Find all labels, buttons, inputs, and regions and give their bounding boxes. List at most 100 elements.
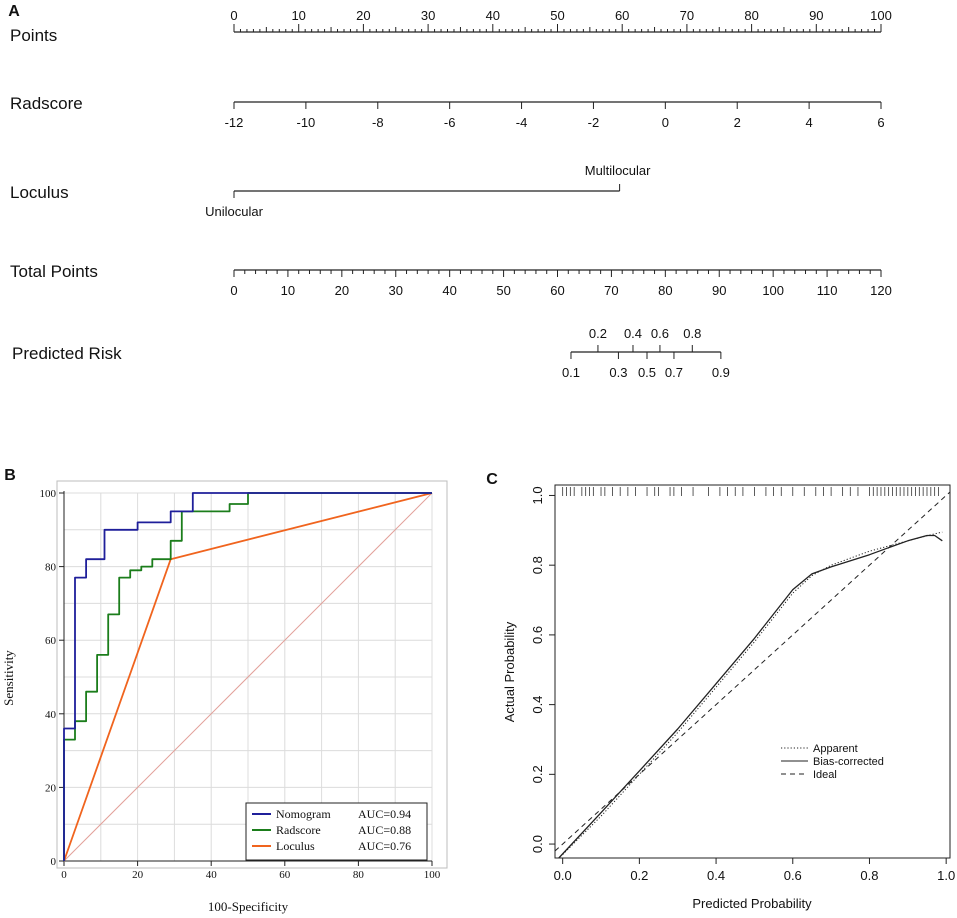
predicted-risk-tick-label: 0.3 bbox=[609, 365, 627, 380]
points-tick-label: 50 bbox=[550, 8, 564, 23]
calibration-y-tick-label: 0.0 bbox=[530, 835, 545, 853]
total-points-tick-label: 100 bbox=[762, 283, 784, 298]
points-tick-label: 40 bbox=[486, 8, 500, 23]
predicted-risk-tick-label: 0.6 bbox=[651, 326, 669, 341]
total-points-tick-label: 70 bbox=[604, 283, 618, 298]
calibration-y-tick-label: 1.0 bbox=[530, 486, 545, 504]
roc-y-tick-label: 100 bbox=[40, 488, 57, 500]
calibration-x-tick-label: 0.2 bbox=[630, 868, 648, 883]
total-points-tick-label: 60 bbox=[550, 283, 564, 298]
roc-x-tick-label: 100 bbox=[424, 869, 441, 881]
radscore-tick-label: 4 bbox=[805, 115, 812, 130]
calibration-y-tick-label: 0.4 bbox=[530, 696, 545, 714]
total-points-tick-label: 120 bbox=[870, 283, 892, 298]
calibration-y-tick-label: 0.2 bbox=[530, 765, 545, 783]
points-tick-label: 60 bbox=[615, 8, 629, 23]
nomogram-row-label-total-points: Total Points bbox=[10, 262, 98, 281]
points-tick-label: 30 bbox=[421, 8, 435, 23]
calibration-x-tick-label: 1.0 bbox=[937, 868, 955, 883]
roc-x-tick-label: 20 bbox=[132, 869, 144, 881]
calibration-curve-bias-corrected bbox=[558, 534, 943, 859]
points-tick-label: 80 bbox=[744, 8, 758, 23]
radscore-tick-label: -2 bbox=[588, 115, 600, 130]
radscore-tick-label: -4 bbox=[516, 115, 528, 130]
radscore-tick-label: -8 bbox=[372, 115, 384, 130]
roc-legend-auc-loculus: AUC=0.76 bbox=[358, 839, 411, 853]
roc-x-tick-label: 40 bbox=[206, 869, 218, 881]
points-tick-label: 0 bbox=[230, 8, 237, 23]
roc-x-axis-label: 100-Specificity bbox=[208, 899, 289, 914]
calibration-x-tick-label: 0.4 bbox=[707, 868, 725, 883]
calibration-legend-label-bias-corrected: Bias-corrected bbox=[813, 756, 884, 768]
points-tick-label: 20 bbox=[356, 8, 370, 23]
points-tick-label: 70 bbox=[680, 8, 694, 23]
total-points-tick-label: 10 bbox=[281, 283, 295, 298]
calibration-legend-label-ideal: Ideal bbox=[813, 769, 837, 781]
calibration-curve-apparent bbox=[562, 531, 943, 855]
roc-curve-nomogram bbox=[63, 492, 432, 861]
total-points-tick-label: 90 bbox=[712, 283, 726, 298]
roc-legend-auc-radscore: AUC=0.88 bbox=[358, 823, 411, 837]
roc-legend-name-nomogram: Nomogram bbox=[276, 807, 331, 821]
predicted-risk-tick-label: 0.1 bbox=[562, 365, 580, 380]
panel-label-b: B bbox=[4, 467, 16, 484]
roc-y-tick-label: 0 bbox=[51, 856, 57, 868]
predicted-risk-tick-label: 0.9 bbox=[712, 365, 730, 380]
nomogram-row-label-points: Points bbox=[10, 26, 57, 45]
nomogram-row-label-predicted-risk: Predicted Risk bbox=[12, 344, 122, 363]
total-points-tick-label: 110 bbox=[817, 283, 838, 298]
radscore-tick-label: 0 bbox=[662, 115, 669, 130]
radscore-tick-label: -6 bbox=[444, 115, 456, 130]
radscore-tick-label: 2 bbox=[734, 115, 741, 130]
nomogram-row-label-loculus: Loculus bbox=[10, 183, 69, 202]
predicted-risk-tick-label: 0.5 bbox=[638, 365, 656, 380]
predicted-risk-tick-label: 0.7 bbox=[665, 365, 683, 380]
calibration-x-tick-label: 0.6 bbox=[784, 868, 802, 883]
points-tick-label: 90 bbox=[809, 8, 823, 23]
points-tick-label: 100 bbox=[870, 8, 892, 23]
calibration-x-tick-label: 0.8 bbox=[860, 868, 878, 883]
roc-legend-name-loculus: Loculus bbox=[276, 839, 315, 853]
radscore-tick-label: -10 bbox=[296, 115, 315, 130]
total-points-tick-label: 20 bbox=[335, 283, 349, 298]
roc-x-tick-label: 0 bbox=[61, 869, 67, 881]
nomogram-row-label-radscore: Radscore bbox=[10, 94, 83, 113]
calibration-legend-label-apparent: Apparent bbox=[813, 743, 858, 755]
roc-plot-frame bbox=[56, 480, 448, 869]
panel-label-a: A bbox=[8, 3, 20, 20]
predicted-risk-tick-label: 0.4 bbox=[624, 326, 642, 341]
roc-x-tick-label: 80 bbox=[353, 869, 365, 881]
calibration-plot-frame bbox=[554, 484, 951, 859]
total-points-tick-label: 30 bbox=[389, 283, 403, 298]
total-points-tick-label: 0 bbox=[230, 283, 237, 298]
roc-y-tick-label: 20 bbox=[45, 782, 57, 794]
roc-x-tick-label: 60 bbox=[279, 869, 291, 881]
roc-curve-radscore bbox=[63, 492, 432, 861]
panel-label-c: C bbox=[486, 471, 498, 488]
predicted-risk-tick-label: 0.2 bbox=[589, 326, 607, 341]
roc-y-tick-label: 80 bbox=[45, 562, 57, 574]
calibration-curve-ideal bbox=[554, 491, 951, 852]
roc-y-axis-label: Sensitivity bbox=[1, 650, 16, 706]
calibration-x-tick-label: 0.0 bbox=[554, 868, 572, 883]
calibration-y-axis-label: Actual Probability bbox=[502, 621, 517, 722]
roc-legend-auc-nomogram: AUC=0.94 bbox=[358, 807, 411, 821]
radscore-tick-label: -12 bbox=[225, 115, 244, 130]
roc-curve-reference bbox=[63, 492, 433, 862]
loculus-multilocular-label: Multilocular bbox=[585, 163, 651, 178]
radscore-tick-label: 6 bbox=[877, 115, 884, 130]
loculus-unilocular-label: Unilocular bbox=[205, 204, 263, 219]
roc-legend-name-radscore: Radscore bbox=[276, 823, 321, 837]
total-points-tick-label: 80 bbox=[658, 283, 672, 298]
total-points-tick-label: 50 bbox=[496, 283, 510, 298]
total-points-tick-label: 40 bbox=[442, 283, 456, 298]
calibration-y-tick-label: 0.6 bbox=[530, 626, 545, 644]
roc-y-tick-label: 40 bbox=[45, 709, 57, 721]
roc-legend bbox=[245, 802, 428, 861]
points-tick-label: 10 bbox=[291, 8, 305, 23]
predicted-risk-tick-label: 0.8 bbox=[683, 326, 701, 341]
roc-y-tick-label: 60 bbox=[45, 635, 57, 647]
calibration-x-axis-label: Predicted Probability bbox=[692, 896, 812, 911]
calibration-y-tick-label: 0.8 bbox=[530, 556, 545, 574]
